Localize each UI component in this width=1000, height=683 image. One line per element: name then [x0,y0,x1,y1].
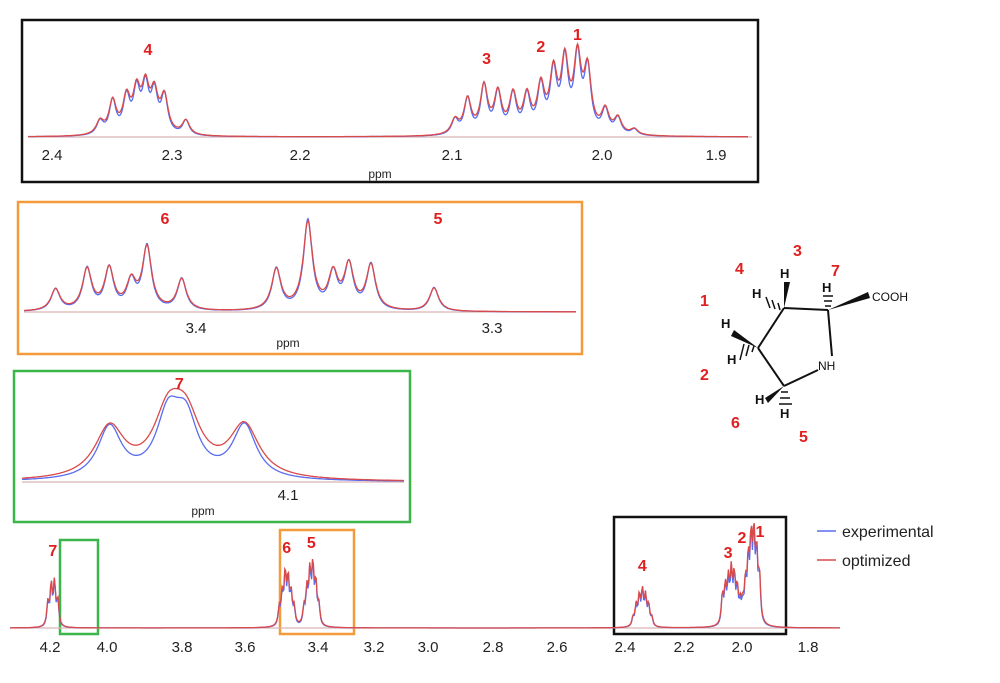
hash-c5-h [779,391,792,405]
mol-num-7: 7 [831,263,840,280]
wedge-c3-h [784,282,790,308]
bond-n-c2 [827,309,833,357]
axis-label-ppm: ppm [276,336,299,350]
zoom-frame-black [20,18,760,184]
series-experimental [22,395,404,482]
mol-num-5: 5 [799,429,808,446]
legend: experimental optimized [817,524,934,570]
tick-label: 3.4 [186,320,207,337]
peak-label-4: 4 [144,42,153,59]
peak-label-6: 6 [282,540,291,557]
highlight-box-black [612,515,788,636]
tick-label: 2.8 [483,639,504,656]
bond-c4-c5 [757,347,785,387]
atom-h-c4-up: H [721,316,730,331]
series-optimized [28,42,748,138]
series-experimental [23,217,576,313]
zoom-spectrum-2.4-1.9: 2.4 2.3 2.2 2.1 2.0 1.9 ppm 4 3 2 1 [28,27,752,181]
peak-label-1: 1 [573,27,582,44]
peak-label-7: 7 [48,543,57,560]
mol-num-6: 6 [731,415,740,432]
peak-label-5: 5 [434,211,443,228]
highlight-box-orange [278,528,356,636]
series-experimental [28,42,748,138]
peak-label-5: 5 [307,535,316,552]
hash-c3-h [765,296,781,311]
axis-label-ppm: ppm [191,504,214,518]
peak-label-2: 2 [536,39,545,56]
atom-h-c5-down: H [780,406,789,421]
tick-label: 3.3 [482,320,503,337]
zoom-spectrum-4.1: 4.1 ppm 7 [21,376,404,518]
highlight-box-green [58,538,100,636]
axis-label-ppm: ppm [368,167,391,181]
tick-label: 1.8 [798,639,819,656]
series-optimized [23,219,576,313]
bond-c3-c4 [757,307,785,349]
tick-label: 2.3 [162,147,183,164]
tick-label: 3.0 [418,639,439,656]
mol-num-2: 2 [700,367,709,384]
wedge-c5-h [765,386,784,403]
peak-label-6: 6 [161,211,170,228]
atom-h-c3-left: H [752,286,761,301]
atom-h-c2: H [822,280,831,295]
zoom-spectrum-3.4-3.3: 3.4 3.3 ppm 6 5 [23,211,576,350]
full-spectrum: 4.2 4.0 3.8 3.6 3.4 3.2 3.0 2.8 2.6 2.4 2.2 2.0 1.8 7… [10,523,840,656]
hash-c4-h [739,343,755,361]
tick-label: 3.8 [172,639,193,656]
mol-num-3: 3 [793,243,802,260]
zoom-frame-orange [16,200,584,356]
tick-label: 2.4 [42,147,63,164]
peak-label-3: 3 [482,51,491,68]
legend-label-optimized: optimized [842,553,910,570]
tick-label: 2.2 [290,147,311,164]
wedge-c2-cooh [828,292,870,310]
tick-label: 3.6 [235,639,256,656]
series-experimental [10,526,840,629]
peak-label-7: 7 [175,376,184,393]
tick-label: 4.2 [40,639,61,656]
proline-structure: H H H H H H H NH COOH 1 2 3 4 5 6 7 [700,243,908,446]
tick-label: 2.4 [615,639,636,656]
zoom-frame-green [12,369,412,524]
atom-cooh: COOH [872,290,908,304]
tick-label: 2.6 [547,639,568,656]
tick-label: 2.0 [732,639,753,656]
tick-label: 4.0 [97,639,118,656]
tick-label: 2.1 [442,147,463,164]
hash-c2-h [823,295,833,307]
tick-label: 2.0 [592,147,613,164]
series-optimized [10,523,840,629]
tick-label: 3.4 [308,639,329,656]
atom-h-c5-left: H [755,392,764,407]
atom-h-c3-up: H [780,266,789,281]
mol-num-1: 1 [700,293,709,310]
atom-nh: NH [818,359,835,373]
mol-num-4: 4 [735,261,744,278]
tick-label: 4.1 [278,487,299,504]
bond-c2-c3 [783,307,829,311]
tick-label: 2.2 [674,639,695,656]
tick-label: 1.9 [706,147,727,164]
peak-label-1: 1 [756,524,765,541]
peak-label-4: 4 [638,558,647,575]
atom-h-c4-down: H [727,352,736,367]
bond-c5-n [783,369,819,387]
legend-label-experimental: experimental [842,524,934,541]
wedge-c4-h [731,330,758,348]
peak-label-2: 2 [738,530,747,547]
peak-label-3: 3 [724,545,733,562]
tick-label: 3.2 [364,639,385,656]
series-optimized [21,387,404,482]
